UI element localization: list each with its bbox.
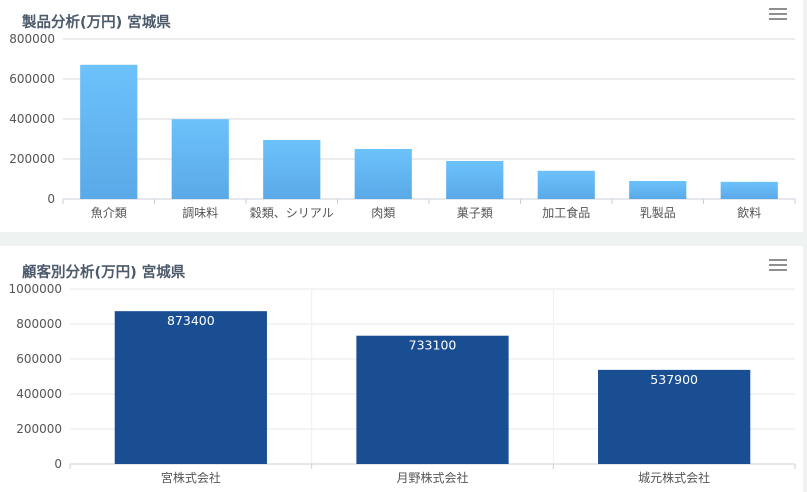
customer-y-tick-label: 200000 xyxy=(16,422,62,436)
product-x-tick-label: 飲料 xyxy=(737,205,761,220)
product-analysis-panel: 製品分析(万円) 宮城県 0 200000 400000 600000 800000 魚介… xyxy=(0,0,803,232)
product-bar-chart: 0 200000 400000 600000 800000 魚介類 調味料 穀類、シリアル 肉類… xyxy=(9,32,796,220)
product-bar xyxy=(537,170,595,199)
menu-icon-line xyxy=(769,18,787,20)
product-y-tick-label: 800000 xyxy=(9,32,55,46)
customer-chart-title: 顧客別分析(万円) 宮城県 xyxy=(22,265,186,281)
product-x-tick-label: 肉類 xyxy=(371,206,395,220)
product-bar xyxy=(629,181,687,199)
customer-y-tick-label: 800000 xyxy=(16,317,62,331)
customer-data-label: 537900 xyxy=(650,372,698,387)
hamburger-menu-icon[interactable] xyxy=(769,259,787,273)
hamburger-menu-icon[interactable] xyxy=(769,8,787,22)
product-x-tick-label: 調味料 xyxy=(182,206,218,220)
customer-data-label: 733100 xyxy=(409,338,457,353)
menu-icon-line xyxy=(769,259,787,261)
customer-analysis-panel: 顧客別分析(万円) 宮城県 0 200000 400000 600000 800000 1… xyxy=(0,246,803,492)
product-x-tick-label: 魚介類 xyxy=(91,206,127,220)
product-bar xyxy=(446,161,504,199)
product-x-tick-label: 穀類、シリアル xyxy=(250,206,334,220)
menu-icon-line xyxy=(769,264,787,266)
product-x-tick-label: 加工食品 xyxy=(542,205,590,220)
customer-y-tick-label: 600000 xyxy=(16,352,62,366)
customer-data-label: 873400 xyxy=(167,313,215,328)
product-x-tick-label: 乳製品 xyxy=(640,206,676,220)
customer-x-tick-label: 城元株式会社 xyxy=(638,470,710,485)
product-bar xyxy=(354,149,412,199)
customer-bar-chart: 0 200000 400000 600000 800000 1000000 873400 73… xyxy=(9,282,796,485)
product-bar xyxy=(171,119,229,199)
menu-icon-line xyxy=(769,269,787,271)
product-y-tick-label: 0 xyxy=(47,192,55,206)
customer-y-tick-label: 400000 xyxy=(16,387,62,401)
customer-bar xyxy=(598,369,751,464)
product-chart-title: 製品分析(万円) 宮城県 xyxy=(22,15,171,31)
customer-bar xyxy=(114,311,267,464)
customer-x-tick-label: 月野株式会社 xyxy=(396,470,468,485)
menu-icon-line xyxy=(769,8,787,10)
product-bar xyxy=(263,140,321,199)
menu-icon-line xyxy=(769,13,787,15)
product-y-tick-label: 400000 xyxy=(9,112,55,126)
product-y-tick-label: 200000 xyxy=(9,152,55,166)
product-bar xyxy=(80,64,138,199)
product-x-tick-label: 菓子類 xyxy=(457,206,493,220)
product-bar xyxy=(720,181,778,199)
customer-y-tick-label: 0 xyxy=(54,457,62,471)
customer-x-tick-label: 宮株式会社 xyxy=(161,470,221,485)
customer-y-tick-label: 1000000 xyxy=(9,282,62,296)
customer-bar xyxy=(356,335,509,464)
product-y-tick-label: 600000 xyxy=(9,72,55,86)
